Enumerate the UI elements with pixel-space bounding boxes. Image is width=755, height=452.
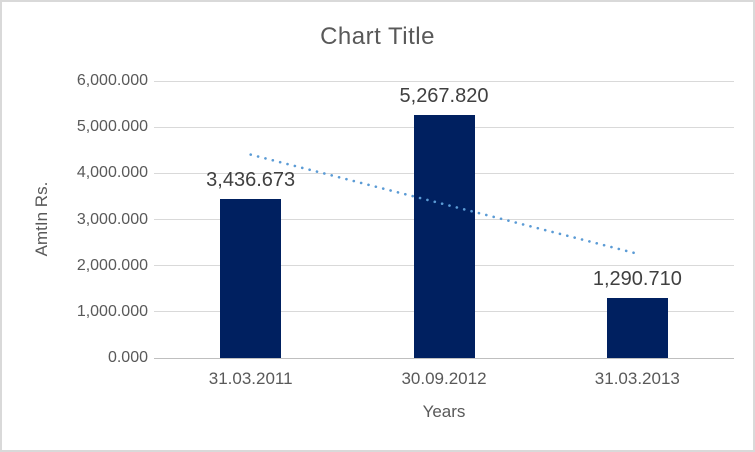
gridline [154,80,734,82]
data-label: 1,290.710 [592,268,682,291]
y-tick-label: 5,000.000 [76,118,148,136]
bar-31.03.2013 [606,298,668,358]
y-tick-label: 1,000.000 [76,302,148,320]
y-tick-label: 6,000.000 [76,72,148,89]
y-tick-label: 2,000.000 [76,256,148,274]
x-axis-line [154,357,734,359]
bar-31.03.2011 [220,199,282,358]
trendline [249,153,639,256]
x-tick-label: 31.03.2013 [594,369,680,388]
x-tick-label: 31.03.2011 [208,369,293,388]
x-tick-label: 30.09.2012 [401,369,487,388]
y-tick-label: 4,000.000 [76,164,148,182]
y-tick-label: 0.000 [107,349,148,366]
y-tick-label: 3,000.000 [76,210,148,228]
trendline-path [249,153,639,256]
bar-30.09.2012 [413,114,475,358]
x-axis-title: Years [422,402,466,421]
data-label: 3,436.673 [206,169,296,192]
data-label: 5,267.820 [399,84,489,107]
chart-title: Chart Title [320,23,435,50]
plot-area: 3,436.673 5,267.820 1,290.710 [154,80,734,359]
